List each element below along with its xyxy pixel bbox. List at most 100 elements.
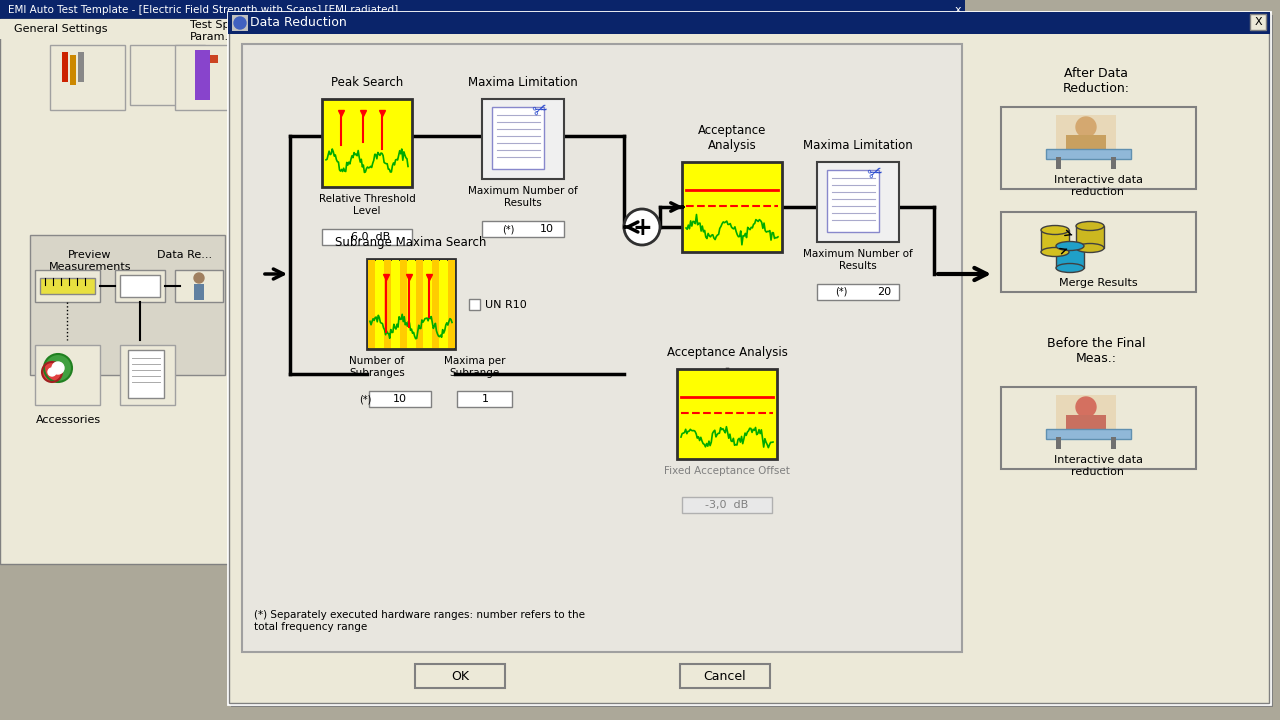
Text: After Data
Reduction:: After Data Reduction:	[1062, 67, 1129, 95]
Text: ✂: ✂	[530, 100, 550, 122]
Text: 10: 10	[540, 224, 554, 234]
Text: Fixed Acceptance Offset: Fixed Acceptance Offset	[664, 466, 790, 476]
Bar	[1066, 415, 1106, 430]
Bar	[1046, 429, 1132, 439]
Bar	[229, 13, 1268, 703]
Text: Maxima per
Subrange: Maxima per Subrange	[444, 356, 506, 377]
Ellipse shape	[1076, 243, 1103, 253]
Bar	[448, 260, 454, 348]
Text: Merge Results: Merge Results	[1059, 278, 1138, 288]
Bar	[0, 19, 965, 39]
Bar	[1111, 157, 1116, 169]
Bar	[977, 44, 1244, 654]
Bar	[1056, 157, 1061, 169]
Text: EMI Auto Test Template - [Electric Field Strength with Scans] [EMI radiated]: EMI Auto Test Template - [Electric Field…	[8, 5, 398, 15]
Bar	[384, 260, 390, 348]
Bar	[817, 284, 899, 300]
Text: (*) Separately executed hardware ranges: number refers to the
total frequency ra: (*) Separately executed hardware ranges:…	[253, 611, 585, 632]
Bar	[131, 45, 205, 105]
Text: (*): (*)	[358, 394, 371, 404]
Circle shape	[52, 362, 64, 374]
Circle shape	[1076, 117, 1096, 137]
Bar	[677, 369, 777, 459]
Bar	[1041, 230, 1069, 252]
Text: Data Re...: Data Re...	[157, 250, 212, 260]
Bar	[323, 229, 412, 245]
Text: Interactive data
reduction: Interactive data reduction	[1053, 455, 1143, 477]
Text: Maximum Number of
Results: Maximum Number of Results	[803, 249, 913, 271]
Bar	[78, 52, 84, 82]
Bar	[483, 99, 564, 179]
Bar	[70, 55, 76, 85]
Text: General Settings: General Settings	[14, 24, 108, 34]
Text: Interactive data
reduction: Interactive data reduction	[1053, 175, 1143, 197]
Bar	[827, 170, 879, 232]
Circle shape	[195, 273, 204, 283]
Bar	[680, 664, 771, 688]
Text: Peak Search: Peak Search	[330, 76, 403, 89]
Bar	[175, 270, 223, 302]
Text: UN R10: UN R10	[485, 300, 527, 310]
Circle shape	[44, 354, 72, 382]
Text: Test Sp...: Test Sp...	[189, 20, 241, 30]
Bar	[415, 664, 506, 688]
Bar	[1251, 14, 1266, 30]
Text: Accessories: Accessories	[36, 415, 101, 425]
Circle shape	[1076, 397, 1096, 417]
Bar	[1076, 226, 1103, 248]
Bar	[468, 299, 480, 310]
Bar	[0, 0, 965, 19]
Text: OK: OK	[451, 670, 468, 683]
Text: X: X	[1254, 17, 1262, 27]
Text: +: +	[632, 216, 652, 240]
Bar	[0, 19, 965, 564]
Bar	[682, 162, 782, 252]
Bar	[1056, 395, 1116, 437]
Ellipse shape	[1056, 264, 1084, 272]
Text: Number of
Subranges: Number of Subranges	[349, 356, 404, 377]
Bar	[1056, 437, 1061, 449]
Text: Maxima Limitation: Maxima Limitation	[803, 139, 913, 152]
Text: 10: 10	[393, 394, 407, 404]
Bar	[120, 345, 175, 405]
Bar	[175, 45, 250, 110]
Bar	[35, 345, 100, 405]
Bar	[61, 52, 68, 82]
Text: Relative Threshold
Level: Relative Threshold Level	[319, 194, 416, 215]
Bar	[408, 260, 415, 348]
Bar	[115, 270, 165, 302]
Bar	[492, 107, 544, 169]
Text: 6,0  dB: 6,0 dB	[352, 232, 390, 242]
Text: Cancel: Cancel	[704, 670, 746, 683]
Text: (*): (*)	[835, 287, 847, 297]
Text: Acceptance Analysis: Acceptance Analysis	[667, 346, 787, 359]
Text: 20: 20	[877, 287, 891, 297]
Bar	[1001, 107, 1196, 189]
Bar	[323, 99, 412, 187]
Bar	[1046, 149, 1132, 159]
Bar	[210, 55, 218, 63]
Bar	[457, 391, 512, 407]
Bar	[433, 260, 439, 348]
Bar	[416, 260, 422, 348]
Circle shape	[42, 362, 61, 382]
Bar	[128, 350, 164, 398]
Bar	[682, 497, 772, 513]
Bar	[399, 260, 407, 348]
Bar	[228, 12, 1270, 704]
Bar	[35, 270, 100, 302]
Bar	[376, 260, 383, 348]
Bar	[1001, 212, 1196, 292]
Bar	[29, 235, 225, 375]
Bar	[1056, 115, 1116, 157]
Ellipse shape	[1076, 222, 1103, 230]
Bar	[424, 260, 431, 348]
Text: 1: 1	[481, 394, 489, 404]
Bar	[369, 260, 375, 348]
Text: Data Reduction: Data Reduction	[250, 17, 347, 30]
Bar	[242, 44, 963, 652]
Bar	[120, 275, 160, 297]
Text: ✂: ✂	[865, 163, 886, 185]
Text: Preview
Measurements: Preview Measurements	[49, 250, 132, 271]
Text: -3,0  dB: -3,0 dB	[705, 500, 749, 510]
